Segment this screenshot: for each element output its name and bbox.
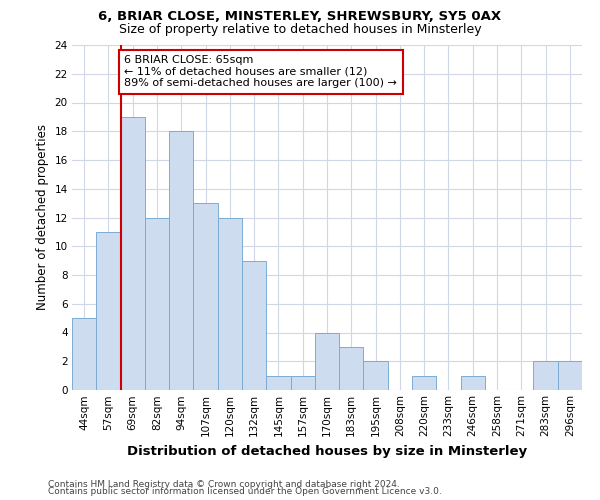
Bar: [533, 361, 558, 390]
Y-axis label: Number of detached properties: Number of detached properties: [36, 124, 49, 310]
Text: 6 BRIAR CLOSE: 65sqm
← 11% of detached houses are smaller (12)
89% of semi-detac: 6 BRIAR CLOSE: 65sqm ← 11% of detached h…: [124, 55, 397, 88]
Bar: [364, 361, 388, 390]
Text: Contains public sector information licensed under the Open Government Licence v3: Contains public sector information licen…: [48, 487, 442, 496]
Bar: [558, 361, 582, 390]
Bar: [72, 318, 96, 390]
X-axis label: Distribution of detached houses by size in Minsterley: Distribution of detached houses by size …: [127, 444, 527, 458]
Bar: [145, 218, 169, 390]
Bar: [169, 131, 193, 390]
Bar: [339, 347, 364, 390]
Bar: [242, 260, 266, 390]
Bar: [218, 218, 242, 390]
Bar: [193, 203, 218, 390]
Bar: [412, 376, 436, 390]
Text: Contains HM Land Registry data © Crown copyright and database right 2024.: Contains HM Land Registry data © Crown c…: [48, 480, 400, 489]
Bar: [290, 376, 315, 390]
Bar: [461, 376, 485, 390]
Text: Size of property relative to detached houses in Minsterley: Size of property relative to detached ho…: [119, 22, 481, 36]
Bar: [315, 332, 339, 390]
Bar: [96, 232, 121, 390]
Text: 6, BRIAR CLOSE, MINSTERLEY, SHREWSBURY, SY5 0AX: 6, BRIAR CLOSE, MINSTERLEY, SHREWSBURY, …: [98, 10, 502, 23]
Bar: [121, 117, 145, 390]
Bar: [266, 376, 290, 390]
